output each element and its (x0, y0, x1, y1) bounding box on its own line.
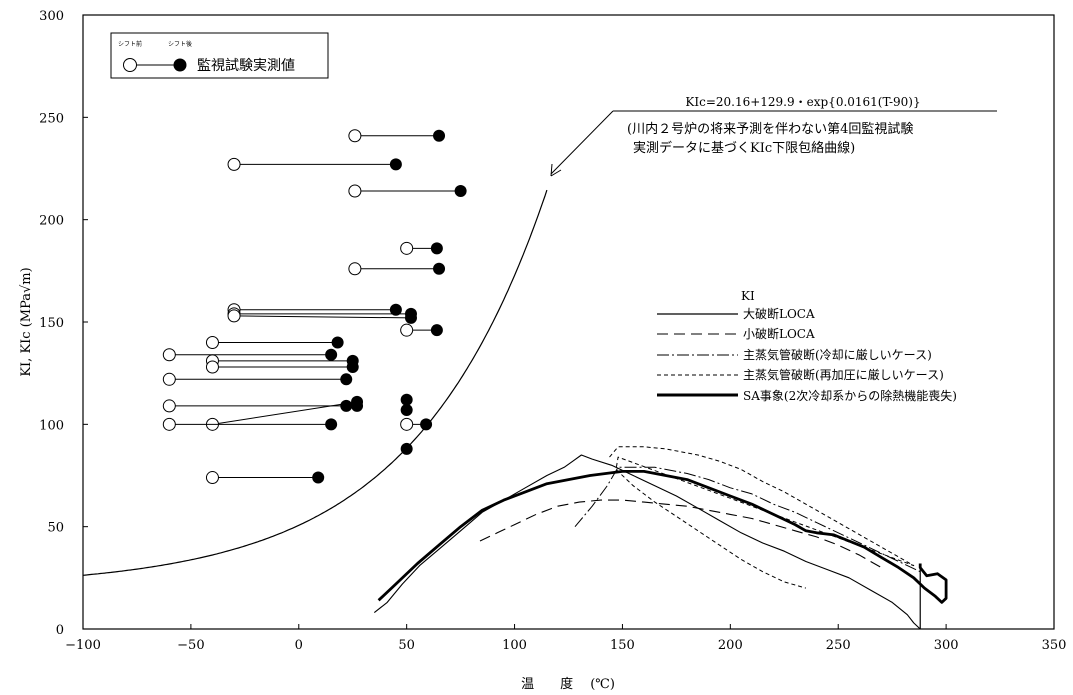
shift-line (234, 315, 411, 319)
point-before-shift (205, 471, 219, 485)
point-before-shift (162, 372, 176, 386)
point-after-shift (312, 471, 325, 484)
point-after-shift (389, 303, 402, 316)
y-tick-label: 150 (39, 316, 64, 331)
point-after-shift (454, 185, 467, 198)
series-line-1 (479, 499, 882, 569)
legend-label-small-loca: 小破断LOCA (743, 326, 815, 341)
legend-after-label: シフト後 (168, 40, 192, 48)
point-after-shift (340, 399, 353, 412)
x-tick-label: 50 (398, 638, 415, 653)
legend-label-msl-cooling: 主蒸気管破断(冷却に厳しいケース) (743, 347, 932, 362)
y-tick-label: 300 (39, 9, 64, 24)
point-after-shift (433, 262, 446, 275)
x-tick-label: −100 (65, 638, 101, 653)
ticks-layer: −100 −50 0 50 100 150 200 250 300 350 0 50 100 150 200… (39, 9, 1066, 653)
point-before-shift (227, 309, 241, 323)
kic-leader-line-diagonal (550, 110, 614, 175)
point-before-shift (227, 157, 241, 171)
point-before-shift (348, 184, 362, 198)
point-after-shift (430, 324, 443, 337)
point-before-shift (400, 417, 414, 431)
point-before-shift (348, 129, 362, 143)
surveillance-legend-box (110, 32, 329, 79)
kic-annotation: KIc=20.16+129.9・exp{0.0161(T-90)} (川内２号炉… (550, 95, 997, 177)
y-tick-label: 200 (39, 214, 64, 229)
x-tick-label: 300 (934, 638, 959, 653)
point-after-shift (400, 393, 413, 406)
x-tick-label: 0 (295, 638, 303, 653)
point-before-shift (162, 417, 176, 431)
legend-open-marker (123, 58, 137, 72)
point-before-shift (400, 241, 414, 255)
point-before-shift (348, 262, 362, 276)
y-tick-label: 100 (39, 418, 64, 433)
surveillance-legend: シフト前 シフト後 監視試験実測値 (110, 32, 329, 79)
point-after-shift (325, 418, 338, 431)
ki-legend-title: KI (741, 289, 755, 303)
shift-line (212, 401, 358, 425)
point-after-shift (420, 418, 433, 431)
y-axis-title: KI, KIc (MPa√m) (19, 267, 34, 376)
x-tick-label: 200 (718, 638, 743, 653)
x-tick-label: −50 (177, 638, 204, 653)
series-line-0 (373, 454, 921, 630)
x-axis-title: 温 度 (℃) (521, 676, 615, 692)
y-tick-label: 0 (56, 623, 64, 638)
point-after-shift (400, 404, 413, 417)
curves-layer (82, 189, 948, 630)
kic-curve (82, 189, 548, 576)
y-tick-label: 250 (39, 111, 64, 126)
series-line-3 (609, 446, 915, 589)
point-before-shift (205, 360, 219, 374)
y-tick-label: 50 (47, 521, 64, 536)
point-before-shift (162, 348, 176, 362)
point-before-shift (162, 399, 176, 413)
legend-label-large-loca: 大破断LOCA (743, 306, 815, 321)
kic-note-line1: (川内２号炉の将来予測を伴わない第4回監視試験 (627, 121, 913, 137)
series-line-2 (574, 466, 921, 573)
point-after-shift (433, 129, 446, 142)
x-tick-label: 150 (610, 638, 635, 653)
point-after-shift (404, 311, 417, 324)
point-after-shift (340, 373, 353, 386)
kic-formula: KIc=20.16+129.9・exp{0.0161(T-90)} (685, 95, 920, 109)
x-tick-label: 250 (826, 638, 851, 653)
point-before-shift (400, 323, 414, 337)
ki-legend: KI 大破断LOCA 小破断LOCA 主蒸気管破断(冷却に厳しいケース) 主蒸気… (657, 289, 957, 403)
kic-note-line2: 実測データに基づくKIc下限包絡曲線) (633, 140, 855, 156)
point-after-shift (325, 348, 338, 361)
legend-filled-marker (173, 58, 187, 72)
point-after-shift (351, 399, 364, 412)
legend-label-sa-event: SA事象(2次冷却系からの除熱機能喪失) (743, 388, 957, 403)
points-layer (162, 129, 467, 485)
legend-before-label: シフト前 (118, 40, 142, 48)
point-after-shift (331, 336, 344, 349)
point-after-shift (346, 361, 359, 374)
legend-surveillance-label: 監視試験実測値 (197, 57, 295, 74)
series-line-4 (377, 470, 948, 604)
kic-arrow-head (550, 163, 562, 177)
point-before-shift (205, 335, 219, 349)
point-after-shift (400, 442, 413, 455)
x-tick-label: 100 (502, 638, 527, 653)
point-after-shift (389, 158, 402, 171)
legend-label-msl-repressurize: 主蒸気管破断(再加圧に厳しいケース) (743, 367, 944, 382)
x-tick-label: 350 (1042, 638, 1067, 653)
point-after-shift (430, 242, 443, 255)
